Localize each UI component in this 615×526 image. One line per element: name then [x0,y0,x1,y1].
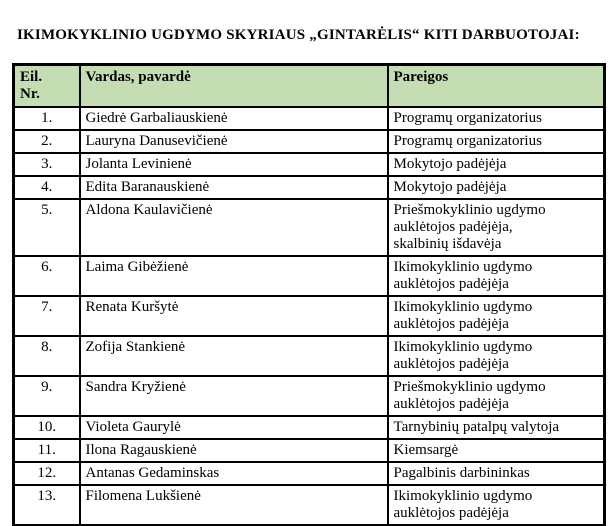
employee-name-cell: Filomena Lukšienė [78,484,389,526]
table-row: 3. Jolanta Levinienė Mokytojo padėjėja [12,152,606,177]
row-number-cell: 5. [12,198,81,257]
employee-name-cell: Sandra Kryžienė [78,375,389,417]
table-row: 12. Antanas Gedaminskas Pagalbinis darbini… [12,461,606,486]
employee-name-cell: Edita Baranauskienė [78,175,389,200]
employee-position-cell: Ikimokyklinio ugdymo auklėtojos padėjėja [386,295,606,337]
employee-position-cell: Ikimokyklinio ugdymo auklėtojos padėjėja [386,484,606,526]
employee-name-cell: Jolanta Levinienė [78,152,389,177]
employee-position-cell: Pagalbinis darbininkas [386,461,606,486]
employee-position-cell: Ikimokyklinio ugdymo auklėtojos padėjėja [386,335,606,377]
table-row: 2. Lauryna Danusevičienė Programų organiza… [12,129,606,154]
employee-position-cell: Programų organizatorius [386,129,606,154]
table-row: 11. Ilona Ragauskienė Kiemsargė [12,438,606,463]
row-number-cell: 4. [12,175,81,200]
table-row: 1. Giedrė Garbaliauskienė Programų organiz… [12,106,606,131]
row-number-cell: 12. [12,461,81,486]
row-number-cell: 3. [12,152,81,177]
table-header-row: Eil. Nr. Vardas, pavardė Pareigos [12,63,606,108]
employee-position-cell: Priešmokyklinio ugdymo auklėtojos padėjė… [386,375,606,417]
table-row: 4. Edita Baranauskienė Mokytojo padėjėja [12,175,606,200]
column-header-name: Vardas, pavardė [78,63,389,108]
employee-name-cell: Zofija Stankienė [78,335,389,377]
row-number-cell: 10. [12,415,81,440]
table-row: 8. Zofija Stankienė Ikimokyklinio ugdymo a… [12,335,606,377]
employee-position-cell: Mokytojo padėjėja [386,175,606,200]
table-row: 10. Violeta Gaurylė Tarnybinių patalpų val… [12,415,606,440]
row-number-cell: 13. [12,484,81,526]
table-body: 1. Giedrė Garbaliauskienė Programų organiz… [12,106,606,526]
row-number-cell: 11. [12,438,81,463]
column-header-position: Pareigos [386,63,606,108]
row-number-cell: 1. [12,106,81,131]
employee-position-cell: Ikimokyklinio ugdymo auklėtojos padėjėja [386,255,606,297]
employee-position-cell: Priešmokyklinio ugdymo auklėtojos padėjė… [386,198,606,257]
row-number-cell: 8. [12,335,81,377]
table-row: 5. Aldona Kaulavičienė Priešmokyklinio ugd… [12,198,606,257]
row-number-cell: 9. [12,375,81,417]
employee-name-cell: Aldona Kaulavičienė [78,198,389,257]
employee-position-cell: Kiemsargė [386,438,606,463]
row-number-cell: 6. [12,255,81,297]
employee-name-cell: Giedrė Garbaliauskienė [78,106,389,131]
table-row: 13. Filomena Lukšienė Ikimokyklinio ugdymo… [12,484,606,526]
employee-name-cell: Lauryna Danusevičienė [78,129,389,154]
row-number-cell: 7. [12,295,81,337]
employee-name-cell: Renata Kuršytė [78,295,389,337]
employee-position-cell: Tarnybinių patalpų valytoja [386,415,606,440]
employee-name-cell: Ilona Ragauskienė [78,438,389,463]
employee-name-cell: Antanas Gedaminskas [78,461,389,486]
row-number-cell: 2. [12,129,81,154]
employee-name-cell: Violeta Gaurylė [78,415,389,440]
employee-position-cell: Programų organizatorius [386,106,606,131]
table-row: 7. Renata Kuršytė Ikimokyklinio ugdymo auk… [12,295,606,337]
employee-name-cell: Laima Gibėžienė [78,255,389,297]
page-title: IKIMOKYKLINIO UGDYMO SKYRIAUS „GINTARĖLI… [17,27,580,43]
table-row: 9. Sandra Kryžienė Priešmokyklinio ugdymo … [12,375,606,417]
table-row: 6. Laima Gibėžienė Ikimokyklinio ugdymo au… [12,255,606,297]
staff-table: Eil. Nr. Vardas, pavardė Pareigos 1. Giedrė… [12,63,606,526]
column-header-nr: Eil. Nr. [12,63,81,108]
employee-position-cell: Mokytojo padėjėja [386,152,606,177]
